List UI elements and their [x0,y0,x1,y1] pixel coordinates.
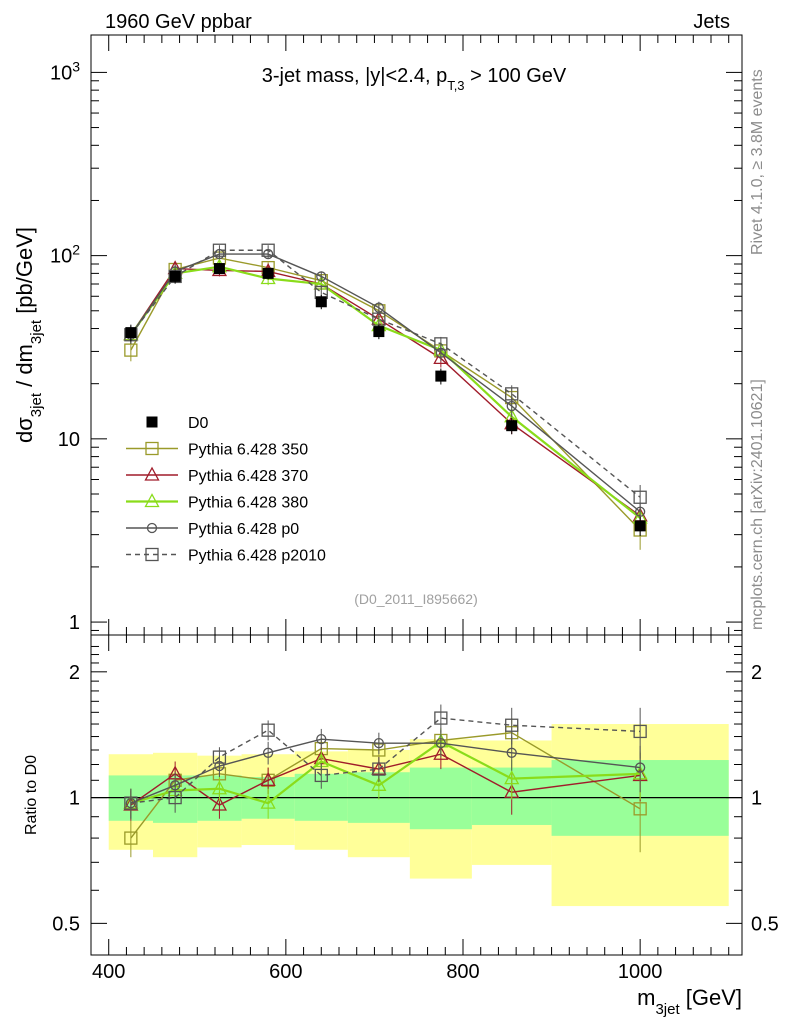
xtick-label: 800 [446,961,479,983]
legend-entry-d0: D0 [146,415,209,432]
ratio-ytick-label-right: 2 [751,662,762,684]
ratio-series-pythia-6-428-p2010 [124,704,647,819]
main-point-pythia-6-428-p0 [316,271,327,282]
xtick-label: 400 [92,961,125,983]
main-point-pythia-6-428-350 [124,343,138,357]
ratio-point-pythia-6-428-370 [260,771,276,786]
x-axis-label: m3jet [GeV] [637,985,742,1018]
main-point-d0 [169,270,181,282]
legend-marker [145,547,159,562]
ratio-point-pythia-6-428-p0 [262,747,274,758]
legend-label: D0 [188,415,209,432]
ratio-point-pythia-6-428-p2010 [434,711,448,725]
mcplots-label: mcplots.cern.ch [arXiv:2401.10621] [749,379,766,630]
main-point-d0 [435,370,447,382]
ratio-point-pythia-6-428-p0 [506,747,517,758]
ratio-point-pythia-6-428-380 [260,794,276,809]
ratio-point-pythia-6-428-p2010 [314,768,328,783]
header-left: 1960 GeV ppbar [105,11,252,33]
ratio-point-pythia-6-428-350 [633,802,647,816]
ratio-point-pythia-6-428-p0 [316,734,327,745]
ratio-point-pythia-6-428-380 [371,776,387,791]
ratio-ytick-label-left: 2 [69,662,80,684]
ratio-frame [90,634,743,956]
ratio-point-pythia-6-428-380 [504,770,520,785]
main-ytick-label: 102 [50,242,80,268]
main-point-d0 [506,420,518,432]
main-ylabel: dσ3jet / dm3jet [pb/GeV] [12,227,45,443]
legend-marker [146,522,158,534]
legend-label: Pythia 6.428 350 [188,442,308,459]
ratio-panel: 0.5 0.5 1 1 2 2 400 600 800 1000 Ratio to D0 m3j… [23,634,779,1018]
legend-label: Pythia 6.428 380 [188,495,308,512]
legend-entry-pythia-6-428-370: Pythia 6.428 370 [126,466,308,485]
main-title: 3-jet mass, |y|<2.4, pT,3 > 100 GeV [262,65,567,93]
main-point-pythia-6-428-p2010 [505,387,519,401]
ratio-point-pythia-6-428-p2010 [124,796,138,810]
main-line-pythia-6-428-p2010 [130,249,641,498]
ratio-ytick-label-left: 1 [69,788,80,810]
legend-entry-pythia-6-428-p2010: Pythia 6.428 p2010 [126,548,326,565]
main-line-pythia-6-428-350 [130,257,641,531]
main-ytick-label: 1 [69,612,80,634]
watermark: (D0_2011_I895662) [354,591,478,607]
legend: D0 Pythia 6.428 350 Pythia 6.428 370 Pythia… [126,415,326,565]
ratio-point-pythia-6-428-p2010 [633,724,647,739]
main-series-pythia-6-428-370 [123,260,648,528]
main-point-pythia-6-428-p2010 [633,490,647,504]
main-point-d0 [634,520,646,532]
legend-marker [144,466,160,481]
legend-entry-pythia-6-428-380: Pythia 6.428 380 [126,493,308,512]
main-point-pythia-6-428-p0 [373,302,385,313]
header-right: Jets [693,11,730,33]
ratio-point-pythia-6-428-p2010 [505,718,519,732]
ratio-point-pythia-6-428-370 [433,745,449,760]
ratio-point-pythia-6-428-350 [124,831,138,845]
main-point-d0 [262,267,274,279]
legend-entry-pythia-6-428-p0: Pythia 6.428 p0 [126,521,299,538]
main-point-pythia-6-428-p2010 [261,243,275,257]
ratio-point-pythia-6-428-370 [211,796,228,811]
uncertainty-band-inner [409,767,472,830]
main-point-d0 [315,296,327,308]
main-point-d0 [373,326,385,338]
ratio-point-pythia-6-428-p0 [634,762,646,773]
ratio-ytick-label-right: 1 [751,788,762,810]
main-point-pythia-6-428-p2010 [212,243,227,257]
legend-marker [145,441,159,456]
main-panel: 1 10 102 103 3-jet mass, |y|<2.4, pT,3 > 10… [12,34,743,636]
main-point-pythia-6-428-370 [433,349,449,364]
legend-label: Pythia 6.428 p2010 [188,548,326,565]
main-ytick-label: 10 [58,429,80,451]
ratio-point-pythia-6-428-p0 [373,737,385,749]
ratio-point-pythia-6-428-p0 [435,737,447,749]
ratio-point-pythia-6-428-p2010 [168,790,182,805]
main-series-pythia-6-428-380 [123,258,648,530]
legend-marker [146,416,158,428]
xtick-label: 1000 [618,961,663,983]
legend-marker [144,493,160,508]
main-point-pythia-6-428-p2010 [434,337,448,351]
main-point-d0 [125,327,137,339]
legend-label: Pythia 6.428 p0 [188,521,299,538]
main-ytick-label: 103 [50,58,80,84]
main-point-d0 [213,263,225,275]
legend-entry-pythia-6-428-350: Pythia 6.428 350 [126,442,308,459]
ratio-ytick-label-left: 0.5 [52,913,80,935]
ratio-point-pythia-6-428-p2010 [261,723,275,737]
ratio-line-pythia-6-428-p2010 [130,717,641,804]
ratio-point-pythia-6-428-p2010 [372,762,386,776]
rivet-label: Rivet 4.1.0, ≥ 3.8M events [749,69,766,255]
ratio-point-pythia-6-428-380 [211,780,228,795]
main-series-d0 [125,263,646,536]
ratio-point-pythia-6-428-p2010 [212,750,227,764]
legend-label: Pythia 6.428 370 [188,468,308,485]
ratio-ylabel: Ratio to D0 [23,755,40,835]
ratio-ytick-label-right: 0.5 [751,913,779,935]
xtick-label: 600 [269,961,302,983]
